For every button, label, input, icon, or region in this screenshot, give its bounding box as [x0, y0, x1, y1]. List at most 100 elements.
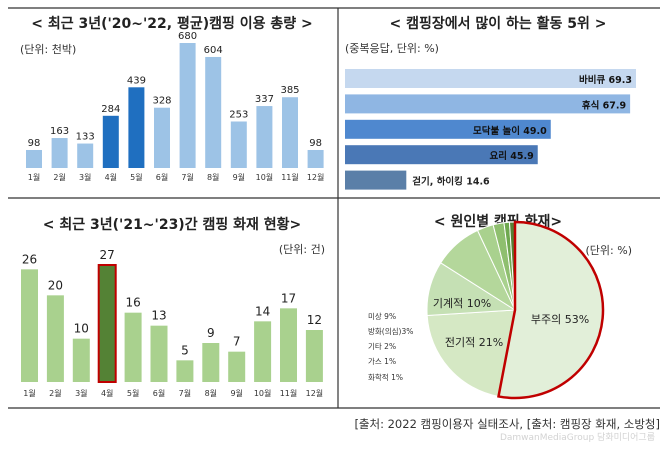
- slice-label: 미상 9%: [368, 311, 396, 321]
- bar: [305, 330, 323, 382]
- unit-label: (중복응답, 단위: %): [345, 42, 439, 55]
- tick-label: 12월: [306, 388, 324, 398]
- chart-title: < 최근 3년('21~'23)간 캠핑 화재 현황>: [43, 216, 301, 233]
- pie-slice: [497, 220, 605, 400]
- data-label: 133: [76, 132, 95, 143]
- tick-label: 9월: [230, 388, 242, 398]
- slice-label: 기계적 10%: [433, 297, 491, 310]
- data-label: 253: [229, 109, 248, 120]
- bar: [345, 145, 538, 165]
- data-label: 328: [152, 96, 171, 107]
- data-label: 385: [280, 85, 299, 96]
- bar: [26, 149, 42, 168]
- bar-series: 98 1월 163 2월 133 3월 284 4월 439 5월 328 6월 680 7월 604 8월 2…: [26, 31, 324, 182]
- tick-label: 5월: [130, 172, 142, 182]
- bar: [72, 338, 90, 382]
- tick-label: 2월: [53, 172, 65, 182]
- data-label: 17: [281, 291, 296, 305]
- tick-label: 11월: [281, 172, 299, 182]
- tick-label: 10월: [256, 172, 274, 182]
- bar: [282, 97, 298, 168]
- bar: [307, 149, 324, 168]
- data-label: 284: [101, 104, 120, 115]
- bar: [179, 43, 196, 168]
- data-label: 16: [125, 296, 140, 310]
- bar-label: 휴식 67.9: [582, 99, 626, 111]
- unit-label: (단위: %): [586, 244, 632, 257]
- tick-label: 1월: [28, 172, 40, 182]
- tick-label: 10월: [254, 388, 272, 398]
- data-label: 14: [255, 304, 270, 318]
- bar: [77, 143, 94, 168]
- panel-frames: [8, 7, 660, 409]
- data-label: 604: [204, 45, 223, 56]
- monthly-camping-usage-chart: < 최근 3년('20~'22, 평균)캠핑 이용 총량 > (단위: 천박) …: [20, 15, 324, 182]
- tick-label: 2월: [49, 388, 61, 398]
- tick-label: 6월: [156, 172, 168, 182]
- bar-label: 요리 45.9: [490, 150, 534, 162]
- slice-label: 전기적 21%: [445, 336, 503, 349]
- bar: [124, 312, 142, 382]
- slice-label: 부주의 53%: [531, 313, 589, 326]
- unit-label: (단위: 천박): [20, 42, 76, 56]
- data-label: 163: [50, 126, 69, 137]
- monthly-camping-fire-chart: < 최근 3년('21~'23)간 캠핑 화재 현황> (단위: 건) 26 1월…: [21, 216, 325, 398]
- bar: [345, 170, 407, 190]
- bar: [46, 295, 64, 382]
- pie-series: 부주의 53% 전기적 21% 기계적 10% 미상 9% 방화(의심)3% 기타 2% 가…: [368, 220, 605, 400]
- bar-series: 26 1월 20 2월 10 3월 27 4월 16 5월 13 6월 5 7월 9 8월 7 9월 14 10월 17…: [21, 248, 323, 398]
- data-label: 20: [48, 278, 63, 292]
- tick-label: 4월: [101, 388, 113, 398]
- bar-label: 모닥불 놀이 49.0: [473, 125, 547, 137]
- data-label: 10: [74, 322, 89, 336]
- bar: [150, 325, 168, 382]
- bar-label: 걷기, 하이킹 14.6: [412, 176, 490, 188]
- data-label: 26: [22, 252, 37, 266]
- bar-label: 바비큐 69.3: [579, 74, 632, 86]
- slice-label: 가스 1%: [368, 357, 396, 366]
- bar: [51, 138, 68, 168]
- bar-series: 바비큐 69.3 휴식 67.9 모닥불 놀이 49.0 요리 45.9 걷기, 하이킹…: [345, 69, 636, 190]
- tick-label: 5월: [127, 388, 139, 398]
- bar: [97, 264, 117, 383]
- bar: [280, 308, 297, 382]
- fire-cause-pie-chart: < 원인별 캠핑 화재> (단위: %) 부주의 53%전기적 21%기계적 1…: [368, 213, 632, 400]
- bar: [254, 321, 272, 382]
- bar: [230, 121, 247, 168]
- tick-label: 9월: [233, 172, 245, 182]
- bar: [345, 69, 636, 88]
- bar: [345, 94, 631, 114]
- tick-label: 12월: [307, 172, 325, 182]
- bar: [256, 106, 273, 168]
- data-label: 98: [309, 138, 322, 149]
- unit-label: (단위: 건): [279, 243, 325, 256]
- chart-title: < 캠핑장에서 많이 하는 활동 5위 >: [389, 15, 606, 32]
- data-label: 439: [127, 75, 146, 86]
- tick-label: 7월: [179, 388, 191, 398]
- bar: [176, 360, 194, 382]
- bar: [202, 343, 220, 382]
- slice-label: 기타 2%: [368, 342, 396, 351]
- tick-label: 11월: [280, 388, 298, 398]
- tick-label: 3월: [79, 172, 91, 182]
- bar: [154, 107, 170, 168]
- watermark: DamwanMediaGroup 담화미디어그룹: [500, 431, 655, 443]
- tick-label: 1월: [23, 388, 35, 398]
- chart-title: < 최근 3년('20~'22, 평균)캠핑 이용 총량 >: [31, 15, 313, 32]
- slice-label: 화학적 1%: [368, 372, 403, 382]
- data-label: 680: [178, 31, 197, 42]
- data-label: 7: [233, 335, 241, 349]
- slice-label: 방화(의심)3%: [368, 326, 413, 336]
- data-label: 337: [255, 94, 274, 105]
- tick-label: 8월: [207, 172, 219, 182]
- bar: [228, 351, 246, 382]
- top-activities-chart: < 캠핑장에서 많이 하는 활동 5위 > (중복응답, 단위: %) 바비큐 …: [345, 15, 636, 190]
- pie-slice: [426, 309, 516, 398]
- tick-label: 7월: [181, 172, 193, 182]
- bar: [102, 115, 119, 168]
- data-label: 27: [100, 248, 115, 262]
- data-label: 5: [181, 343, 189, 357]
- data-label: 13: [151, 309, 166, 323]
- tick-label: 3월: [75, 388, 87, 398]
